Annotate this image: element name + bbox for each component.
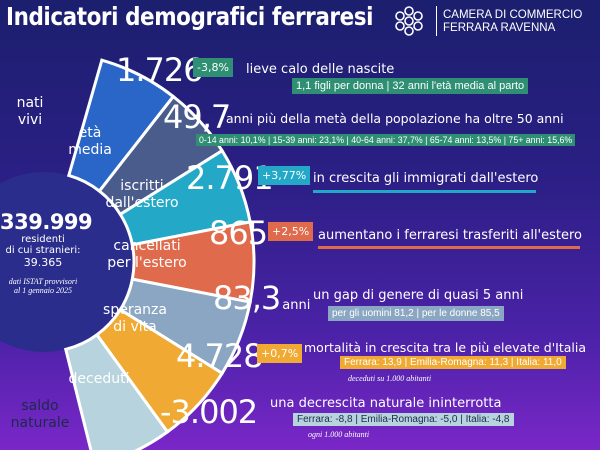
natural-balance-value: -3.002	[160, 393, 258, 431]
residents-label: residenti	[21, 234, 65, 245]
median-age-description: anni più della metà della popolazione ha…	[226, 111, 564, 126]
segment-label-line: vivi	[17, 112, 43, 128]
segment-label-line: per l'estero	[107, 255, 187, 271]
segment-label-line: speranza	[103, 302, 167, 318]
deaths-rate-note: deceduti su 1.000 abitanti	[348, 374, 432, 383]
segment-label-line: deceduti	[68, 371, 130, 387]
emigrants-underline	[318, 246, 580, 249]
births-value: 1.726	[116, 51, 204, 89]
logo-divider	[436, 6, 437, 36]
organization-name: CAMERA DI COMMERCIO FERRARA RAVENNA	[443, 9, 582, 35]
life-expectancy-unit: anni	[282, 298, 311, 313]
segment-label-line: cancellati	[113, 238, 181, 254]
foreigners-value: 39.365	[23, 256, 63, 269]
immigrants-description: in crescita gli immigrati dall'estero	[313, 171, 539, 186]
segment-label-line: dall'estero	[105, 195, 179, 211]
total-residents: 339.999	[0, 210, 93, 234]
natural-balance-note: ogni 1.000 abitanti	[308, 430, 370, 439]
foreigners-label: di cui stranieri:	[5, 245, 81, 256]
segment-label-line: iscritti	[120, 178, 164, 194]
life-expectancy-number: 83,3	[213, 279, 281, 317]
segment-label-saldo-naturale: saldo naturale	[8, 398, 72, 432]
births-change-badge: -3,8%	[193, 58, 233, 77]
org-line-2: FERRARA RAVENNA	[443, 22, 556, 34]
emigrants-description: aumentano i ferraresi trasferiti all'est…	[318, 228, 583, 243]
org-line-1: CAMERA DI COMMERCIO	[443, 9, 583, 21]
immigrants-change-badge: +3,77%	[258, 166, 311, 185]
births-description: lieve calo delle nascite	[246, 62, 395, 77]
deaths-description: mortalità in crescita tra le più elevate…	[304, 340, 587, 355]
segment-label-cancellati: cancellati per l'estero	[105, 238, 189, 272]
segment-label-line: età	[78, 125, 102, 141]
emigrants-value: 865	[209, 214, 268, 252]
segment-label-eta-media: età media	[60, 125, 120, 159]
life-expectancy-detail: per gli uomini 81,2 | per le donne 85,5	[328, 306, 504, 321]
deaths-change-badge: +0,7%	[257, 344, 303, 363]
age-distribution-detail: 0-14 anni: 10,1% | 15-39 anni: 23,1% | 4…	[196, 134, 576, 146]
natural-balance-detail: Ferrara: -8,8 | Emilia-Romagna: -5,0 | I…	[293, 413, 514, 426]
segment-label-deceduti: deceduti	[64, 371, 134, 388]
flower-logo-icon	[395, 6, 423, 36]
deaths-value: 4.728	[176, 337, 264, 375]
segment-label-line: naturale	[10, 415, 70, 431]
donut-center-fill	[0, 172, 134, 352]
page-title: Indicatori demografici ferraresi	[6, 2, 374, 31]
life-expectancy-value: 83,3 anni	[213, 282, 310, 314]
source-note-1: dati ISTAT provvisori	[8, 277, 78, 286]
deaths-rate-detail: Ferrara: 13,9 | Emilia-Romagna: 11,3 | I…	[340, 356, 566, 369]
life-expectancy-description: un gap di genere di quasi 5 anni	[313, 288, 524, 303]
source-note-2: al 1 gennaio 2025	[14, 286, 72, 295]
segment-label-line: saldo	[21, 398, 59, 414]
center-summary: 339.999 residenti di cui stranieri: 39.3…	[0, 210, 93, 295]
median-age-value: 49,7	[163, 98, 231, 136]
segment-label-line: nati	[16, 95, 44, 111]
segment-label-nati-vivi: nati vivi	[6, 95, 54, 129]
donut-segment-saldo-naturale	[63, 332, 170, 450]
immigrants-underline	[313, 190, 536, 193]
segment-label-line: media	[68, 142, 112, 158]
emigrants-change-badge: +2,5%	[268, 222, 314, 241]
segment-label-line: di vita	[113, 319, 157, 335]
births-detail: 1,1 figli per donna | 32 anni l'età medi…	[292, 78, 529, 94]
segment-label-speranza: speranza di vita	[98, 302, 172, 336]
natural-balance-description: una decrescita naturale ininterrotta	[270, 396, 502, 411]
segment-label-iscritti: iscritti dall'estero	[102, 178, 182, 212]
